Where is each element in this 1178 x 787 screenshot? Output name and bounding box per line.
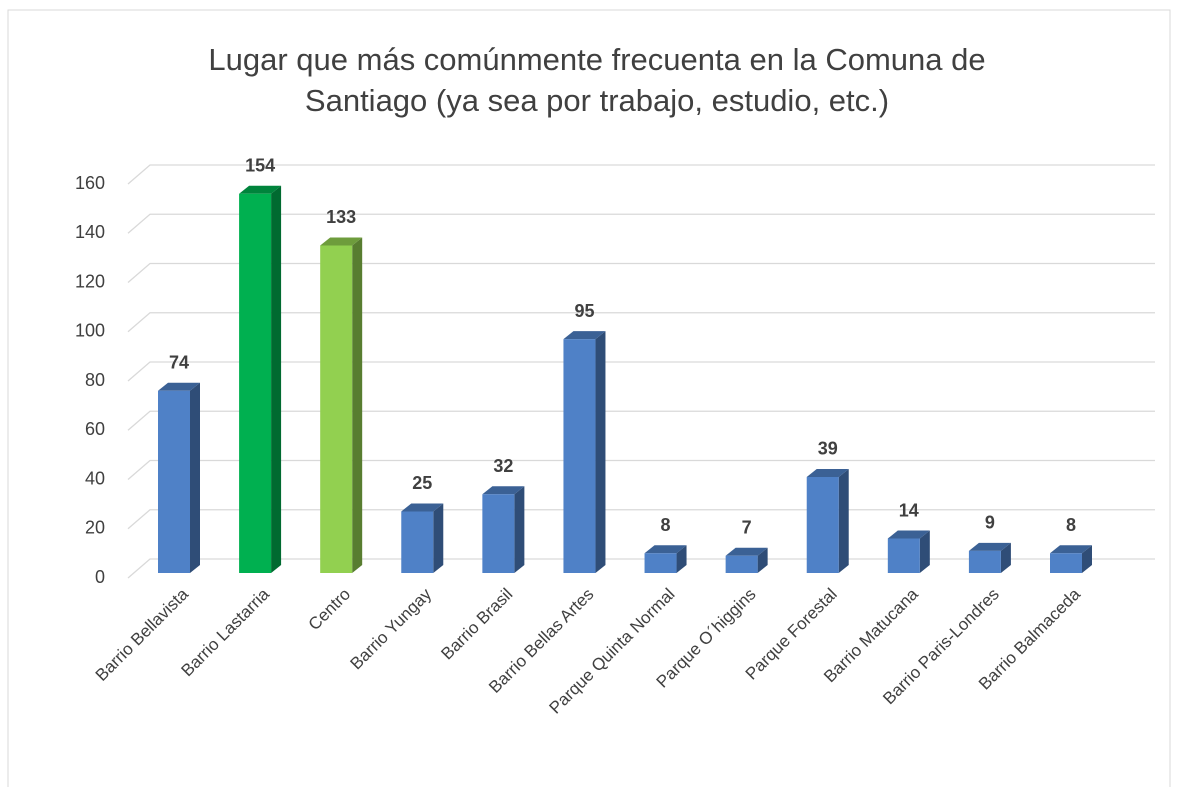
bar bbox=[482, 486, 525, 573]
bar-front bbox=[401, 511, 434, 573]
bar-front bbox=[806, 476, 839, 573]
value-label: 8 bbox=[661, 515, 671, 535]
bar bbox=[806, 468, 849, 573]
bar-top bbox=[806, 468, 849, 477]
y-tick-label: 0 bbox=[95, 567, 105, 587]
bar bbox=[644, 545, 687, 573]
bar-side bbox=[757, 547, 768, 573]
value-label: 8 bbox=[1066, 515, 1076, 535]
bar-front bbox=[725, 555, 758, 573]
bar-side bbox=[433, 503, 444, 573]
value-label: 154 bbox=[245, 156, 275, 176]
value-label: 74 bbox=[169, 353, 189, 373]
grid-line bbox=[127, 164, 1155, 185]
grid-line bbox=[127, 213, 1155, 234]
bar-front bbox=[482, 494, 515, 573]
bar bbox=[1050, 545, 1092, 573]
bar-top bbox=[158, 382, 200, 391]
grid-line bbox=[127, 312, 1155, 333]
bar-side bbox=[514, 486, 525, 573]
bar bbox=[401, 503, 444, 573]
bar-front bbox=[644, 553, 677, 573]
bar-side bbox=[838, 468, 849, 573]
bar-side bbox=[676, 545, 687, 573]
bar-side bbox=[352, 237, 363, 574]
y-tick-label: 60 bbox=[85, 419, 105, 439]
bar-front bbox=[887, 538, 920, 573]
bar bbox=[158, 382, 200, 573]
chart-title: Santiago (ya sea por trabajo, estudio, e… bbox=[305, 83, 889, 118]
bar-side bbox=[1000, 542, 1011, 573]
value-label: 39 bbox=[818, 439, 838, 459]
value-label: 14 bbox=[899, 500, 919, 520]
grid-line bbox=[127, 410, 1155, 431]
value-label: 9 bbox=[985, 513, 995, 533]
value-label: 25 bbox=[412, 473, 432, 493]
bar-top bbox=[968, 542, 1011, 551]
y-tick-label: 120 bbox=[75, 271, 105, 291]
y-tick-label: 40 bbox=[85, 468, 105, 488]
bar bbox=[320, 237, 363, 574]
bar-side bbox=[271, 185, 282, 573]
bar-top bbox=[887, 530, 930, 539]
value-label: 133 bbox=[326, 207, 356, 227]
grid-line bbox=[127, 459, 1155, 480]
grid-line bbox=[127, 262, 1155, 283]
bar-top bbox=[563, 331, 606, 340]
bar-top bbox=[401, 503, 444, 512]
y-tick-label: 20 bbox=[85, 518, 105, 538]
y-tick-label: 160 bbox=[75, 173, 105, 193]
bar-side bbox=[919, 530, 930, 573]
value-label: 32 bbox=[493, 456, 513, 476]
bar-top bbox=[320, 237, 363, 246]
value-label: 95 bbox=[574, 301, 594, 321]
bar-front bbox=[158, 390, 190, 573]
bar bbox=[563, 331, 606, 573]
bar-top bbox=[644, 545, 687, 554]
chart-title: Lugar que más comúnmente frecuenta en la… bbox=[208, 42, 985, 77]
grid-line bbox=[127, 361, 1155, 382]
bar bbox=[968, 542, 1011, 573]
bar bbox=[725, 547, 768, 573]
bar-top bbox=[725, 547, 768, 556]
bar-front bbox=[563, 339, 596, 573]
bar-side bbox=[190, 382, 200, 573]
bar-top bbox=[239, 185, 282, 194]
value-label: 7 bbox=[742, 518, 752, 538]
y-tick-label: 80 bbox=[85, 370, 105, 390]
bar-top bbox=[482, 486, 525, 495]
bar-front bbox=[320, 245, 353, 574]
bar-side bbox=[1082, 545, 1092, 573]
bar-front bbox=[1050, 553, 1082, 573]
bar bbox=[887, 530, 930, 573]
y-tick-label: 100 bbox=[75, 321, 105, 341]
bar-top bbox=[1050, 545, 1092, 554]
y-tick-label: 140 bbox=[75, 222, 105, 242]
bar-front bbox=[239, 193, 272, 573]
bar bbox=[239, 185, 282, 573]
bar-side bbox=[595, 331, 606, 573]
bar-front bbox=[968, 550, 1001, 573]
